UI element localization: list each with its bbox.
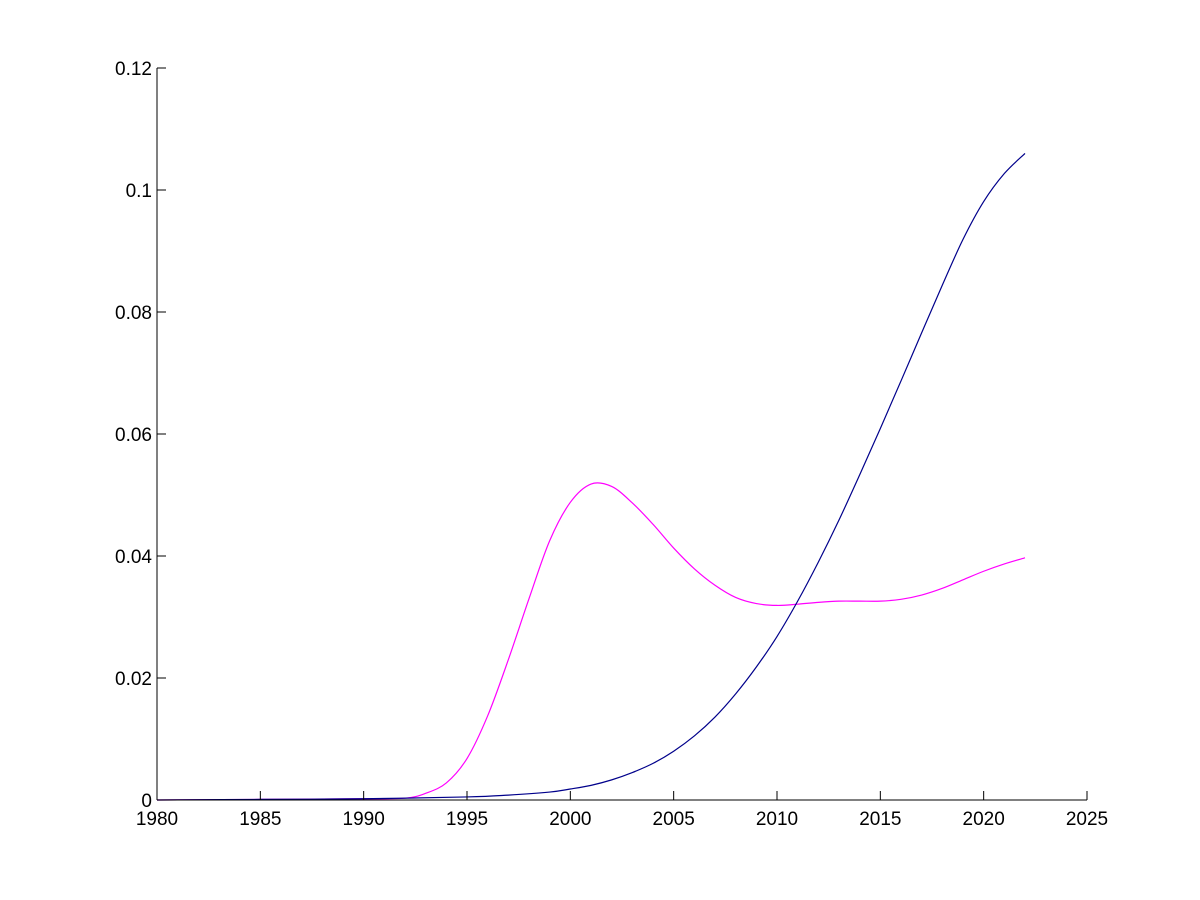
x-tick-label: 1990 bbox=[343, 809, 385, 830]
series-line-1 bbox=[156, 482, 1026, 801]
y-tick-label: 0.1 bbox=[126, 181, 152, 202]
x-axis: 1980 1985 1990 1995 2000 2005 2010 2015 2020 2025 bbox=[136, 791, 1108, 830]
series-line-2 bbox=[156, 152, 1026, 801]
x-tick-label: 1980 bbox=[136, 809, 178, 830]
y-tick-label: 0.02 bbox=[115, 669, 152, 690]
y-tick-label: 0.04 bbox=[115, 547, 152, 568]
y-tick-label: 0.06 bbox=[115, 425, 152, 446]
x-tick-label: 2005 bbox=[653, 809, 695, 830]
x-tick-label: 2025 bbox=[1066, 809, 1108, 830]
x-tick-label: 1985 bbox=[239, 809, 281, 830]
x-tick-label: 2010 bbox=[756, 809, 798, 830]
x-tick-label: 2020 bbox=[963, 809, 1005, 830]
series-layer bbox=[156, 152, 1026, 801]
y-tick-label: 0.12 bbox=[115, 59, 152, 80]
x-tick-label: 1995 bbox=[446, 809, 488, 830]
y-tick-label: 0 bbox=[141, 791, 152, 812]
y-tick-label: 0.08 bbox=[115, 303, 152, 324]
x-tick-label: 2000 bbox=[549, 809, 591, 830]
x-tick-label: 2015 bbox=[859, 809, 901, 830]
y-axis: 0 0.02 0.04 0.06 0.08 0.1 0.12 bbox=[115, 59, 166, 812]
